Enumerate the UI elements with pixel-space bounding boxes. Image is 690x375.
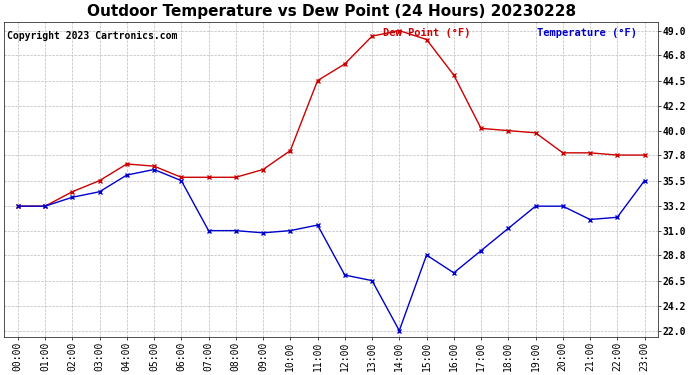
Temperature (°F) [477,248,485,253]
Dew Point (°F) [41,204,49,209]
Text: Temperature (°F): Temperature (°F) [538,28,637,38]
Dew Point (°F) [95,178,104,183]
Dew Point (°F) [586,151,594,155]
Temperature (°F) [41,204,49,209]
Dew Point (°F) [286,148,295,153]
Temperature (°F) [313,223,322,227]
Dew Point (°F) [640,153,649,157]
Temperature (°F) [559,204,567,209]
Temperature (°F) [368,278,376,283]
Dew Point (°F) [422,37,431,42]
Dew Point (°F) [341,62,349,66]
Dew Point (°F) [395,28,404,33]
Line: Temperature (°F): Temperature (°F) [15,167,647,333]
Dew Point (°F) [368,34,376,38]
Temperature (°F) [341,273,349,278]
Temperature (°F) [531,204,540,209]
Temperature (°F) [14,204,22,209]
Temperature (°F) [395,328,404,333]
Temperature (°F) [204,228,213,233]
Temperature (°F) [286,228,295,233]
Text: Dew Point (°F): Dew Point (°F) [384,28,477,38]
Temperature (°F) [640,178,649,183]
Temperature (°F) [177,178,186,183]
Dew Point (°F) [150,164,158,168]
Temperature (°F) [68,195,77,200]
Dew Point (°F) [450,73,458,77]
Dew Point (°F) [313,78,322,83]
Dew Point (°F) [204,175,213,180]
Dew Point (°F) [531,130,540,135]
Dew Point (°F) [68,189,77,194]
Dew Point (°F) [504,128,513,133]
Temperature (°F) [232,228,240,233]
Temperature (°F) [586,217,594,222]
Dew Point (°F) [613,153,622,157]
Temperature (°F) [123,173,131,177]
Temperature (°F) [422,253,431,257]
Temperature (°F) [259,231,267,235]
Temperature (°F) [450,271,458,275]
Dew Point (°F) [232,175,240,180]
Dew Point (°F) [14,204,22,209]
Title: Outdoor Temperature vs Dew Point (24 Hours) 20230228: Outdoor Temperature vs Dew Point (24 Hou… [87,4,575,19]
Dew Point (°F) [123,162,131,166]
Temperature (°F) [150,167,158,172]
Temperature (°F) [504,226,513,231]
Dew Point (°F) [477,126,485,130]
Dew Point (°F) [559,151,567,155]
Text: Copyright 2023 Cartronics.com: Copyright 2023 Cartronics.com [8,31,178,41]
Temperature (°F) [613,215,622,219]
Dew Point (°F) [177,175,186,180]
Dew Point (°F) [259,167,267,172]
Line: Dew Point (°F): Dew Point (°F) [15,28,647,209]
Temperature (°F) [95,189,104,194]
